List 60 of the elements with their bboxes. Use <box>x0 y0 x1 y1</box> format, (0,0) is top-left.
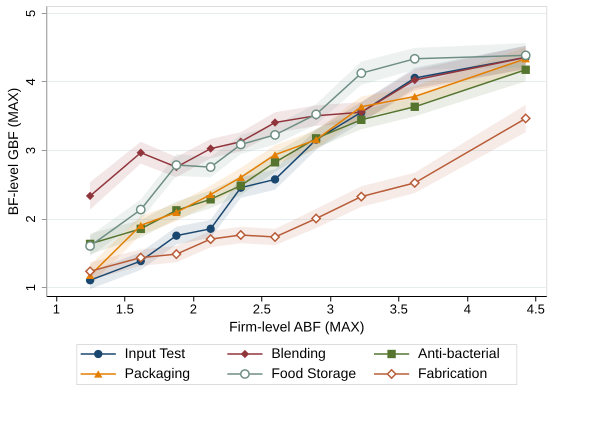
y-tick-label: 3 <box>22 146 38 154</box>
x-tick-label: 3 <box>326 302 334 316</box>
point <box>270 158 280 166</box>
x-tick-label: 4.5 <box>526 302 545 316</box>
point <box>410 178 420 188</box>
legend-label: Packaging <box>124 365 190 381</box>
point <box>270 130 280 140</box>
legend-label: Fabrication <box>418 365 488 381</box>
x-tick-label: 2 <box>190 302 197 316</box>
x-tick-label: 1 <box>52 302 60 316</box>
point <box>172 231 181 240</box>
point <box>206 162 216 172</box>
point <box>410 54 420 64</box>
point <box>522 66 530 74</box>
point <box>410 92 419 100</box>
x-tick-label: 3.5 <box>390 302 408 316</box>
point <box>171 160 182 170</box>
point <box>270 118 280 127</box>
point <box>206 144 215 153</box>
y-tick-label: 5 <box>22 10 38 17</box>
y-tick-label: 2 <box>22 215 38 223</box>
point <box>270 232 280 242</box>
legend-label: Anti-bacterial <box>418 345 500 361</box>
point <box>311 109 322 120</box>
y-axis-title: BF-level GBF (MAX) <box>4 88 21 216</box>
x-axis-title: Firm-level ABF (MAX) <box>229 318 364 334</box>
point <box>356 192 366 202</box>
point <box>236 181 245 190</box>
point <box>206 190 215 198</box>
point <box>86 192 94 200</box>
point <box>136 148 145 157</box>
point <box>236 140 246 150</box>
y-tick-label: 1 <box>22 284 38 292</box>
point <box>357 103 366 110</box>
y-tick-label: 4 <box>22 78 38 86</box>
x-tick-label: 2.5 <box>252 302 271 316</box>
point <box>520 50 531 60</box>
x-tick-label: 1.5 <box>116 302 134 316</box>
point <box>136 204 146 215</box>
x-tick-label: 4 <box>464 302 471 316</box>
point <box>270 175 280 184</box>
point <box>85 241 96 251</box>
point <box>171 249 182 260</box>
point <box>85 266 96 276</box>
point <box>236 230 246 240</box>
point <box>311 214 322 224</box>
point <box>357 116 366 124</box>
point <box>136 222 145 230</box>
point <box>172 208 181 216</box>
point <box>236 174 245 182</box>
point <box>136 252 146 263</box>
point <box>206 234 216 244</box>
point <box>206 224 215 233</box>
point <box>356 68 366 78</box>
point <box>270 151 280 158</box>
legend-label: Input Test <box>124 345 186 361</box>
point <box>520 114 531 124</box>
point <box>410 102 419 111</box>
legend-label: Blending <box>271 345 326 361</box>
legend-label: Food Storage <box>271 365 356 381</box>
